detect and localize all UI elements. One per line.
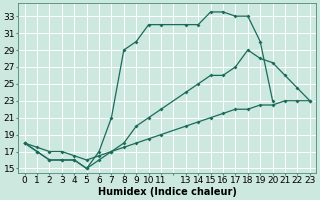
- X-axis label: Humidex (Indice chaleur): Humidex (Indice chaleur): [98, 187, 237, 197]
